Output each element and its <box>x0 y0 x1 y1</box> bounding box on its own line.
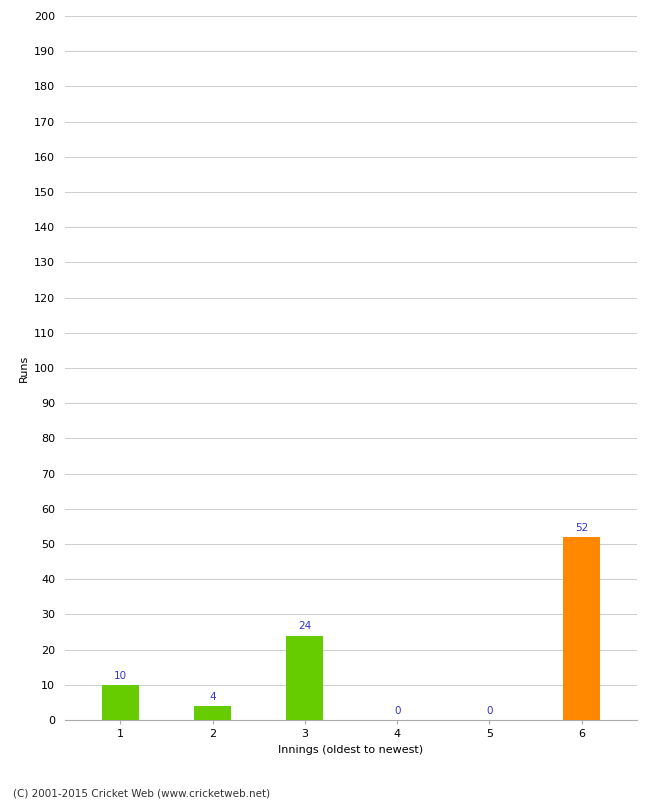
Bar <box>563 537 600 720</box>
X-axis label: Innings (oldest to newest): Innings (oldest to newest) <box>278 745 424 754</box>
Text: 10: 10 <box>114 670 127 681</box>
Text: 52: 52 <box>575 522 588 533</box>
Text: 4: 4 <box>209 692 216 702</box>
Bar <box>102 685 139 720</box>
Text: 24: 24 <box>298 622 311 631</box>
Text: 0: 0 <box>486 706 493 716</box>
Text: 0: 0 <box>394 706 400 716</box>
Text: (C) 2001-2015 Cricket Web (www.cricketweb.net): (C) 2001-2015 Cricket Web (www.cricketwe… <box>13 788 270 798</box>
Bar <box>194 706 231 720</box>
Bar <box>287 635 323 720</box>
Y-axis label: Runs: Runs <box>19 354 29 382</box>
